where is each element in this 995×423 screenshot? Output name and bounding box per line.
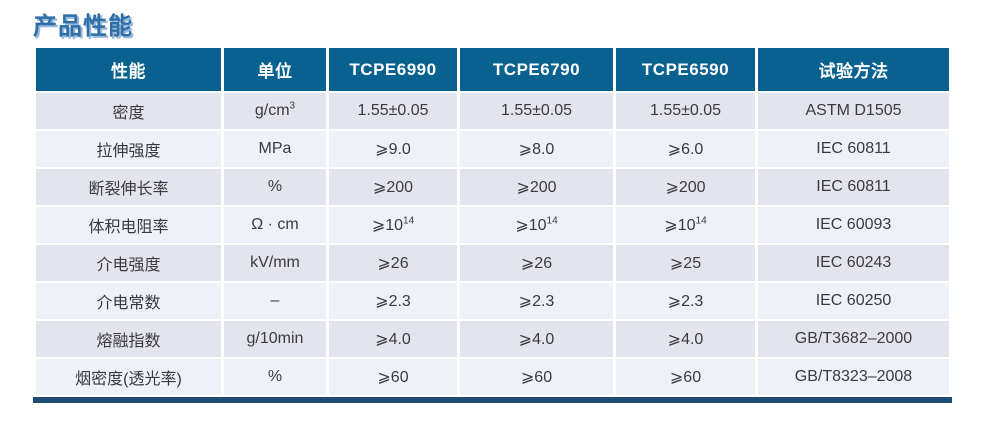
table-cell: 体积电阻率 [36, 207, 221, 243]
table-cell: 1.55±0.05 [616, 93, 755, 129]
table-cell: 介电常数 [36, 283, 221, 319]
table-cell: IEC 60250 [758, 283, 949, 319]
table-cell: ⩾200 [616, 169, 755, 205]
product-performance-table-container: 性能 单位 TCPE6990 TCPE6790 TCPE6590 试验方法 密度 g/cm3… [33, 46, 952, 403]
table-cell: 密度 [36, 93, 221, 129]
table-cell: – [224, 283, 326, 319]
table-row: 体积电阻率 Ω · cm ⩾1014 ⩾1014 ⩾1014 IEC 60093 [36, 207, 949, 243]
table-cell: ⩾200 [329, 169, 457, 205]
table-row: 介电常数 – ⩾2.3 ⩾2.3 ⩾2.3 IEC 60250 [36, 283, 949, 319]
table-cell: 熔融指数 [36, 321, 221, 357]
table-cell: ⩾9.0 [329, 131, 457, 167]
table-row: 密度 g/cm3 1.55±0.05 1.55±0.05 1.55±0.05 ASTM D… [36, 93, 949, 129]
table-cell: ⩾1014 [616, 207, 755, 243]
table-cell: ⩾200 [460, 169, 613, 205]
page-title: 产品性能 [33, 13, 133, 40]
table-cell: ⩾26 [460, 245, 613, 281]
header-cell: TCPE6990 [329, 48, 457, 91]
table-cell: ⩾26 [329, 245, 457, 281]
table-cell: ⩾4.0 [616, 321, 755, 357]
table-cell: IEC 60243 [758, 245, 949, 281]
table-cell: 介电强度 [36, 245, 221, 281]
table-cell: 拉伸强度 [36, 131, 221, 167]
table-cell: IEC 60093 [758, 207, 949, 243]
table-cell: 1.55±0.05 [329, 93, 457, 129]
table-row: 断裂伸长率% ⩾200 ⩾200 ⩾200 IEC 60811 [36, 169, 949, 205]
table-cell: ⩾4.0 [460, 321, 613, 357]
product-performance-table: 性能 单位 TCPE6990 TCPE6790 TCPE6590 试验方法 密度 g/cm3… [33, 46, 952, 397]
header-cell: 单位 [224, 48, 326, 91]
header-cell: TCPE6590 [616, 48, 755, 91]
table-cell: 断裂伸长率 [36, 169, 221, 205]
table-cell: kV/mm [224, 245, 326, 281]
table-header-row: 性能 单位 TCPE6990 TCPE6790 TCPE6590 试验方法 [36, 48, 949, 91]
table-cell: ⩾60 [329, 359, 457, 395]
table-cell: ⩾6.0 [616, 131, 755, 167]
table-cell: ⩾2.3 [616, 283, 755, 319]
table-row: 熔融指数 g/10min ⩾4.0 ⩾4.0 ⩾4.0 GB/T3682–2000 [36, 321, 949, 357]
table-row: 烟密度(透光率)% ⩾60 ⩾60 ⩾60 GB/T8323–2008 [36, 359, 949, 395]
table-cell: IEC 60811 [758, 169, 949, 205]
table-cell: 烟密度(透光率) [36, 359, 221, 395]
table-row: 介电强度 kV/mm ⩾26 ⩾26 ⩾25 IEC 60243 [36, 245, 949, 281]
table-bottom-bar [33, 397, 952, 403]
table-cell: MPa [224, 131, 326, 167]
table-cell: ASTM D1505 [758, 93, 949, 129]
table-body: 密度 g/cm3 1.55±0.05 1.55±0.05 1.55±0.05 ASTM D… [36, 93, 949, 395]
table-row: 拉伸强度 MPa ⩾9.0 ⩾8.0 ⩾6.0 IEC 60811 [36, 131, 949, 167]
table-cell: % [224, 359, 326, 395]
table-cell: ⩾60 [460, 359, 613, 395]
header-cell: 试验方法 [758, 48, 949, 91]
table-cell: g/10min [224, 321, 326, 357]
table-cell: 1.55±0.05 [460, 93, 613, 129]
table-cell: % [224, 169, 326, 205]
table-cell: ⩾60 [616, 359, 755, 395]
table-cell: ⩾2.3 [329, 283, 457, 319]
table-cell: ⩾25 [616, 245, 755, 281]
table-cell: ⩾4.0 [329, 321, 457, 357]
table-cell: ⩾2.3 [460, 283, 613, 319]
table-cell: IEC 60811 [758, 131, 949, 167]
table-cell: g/cm3 [224, 93, 326, 129]
table-cell: Ω · cm [224, 207, 326, 243]
table-cell: ⩾1014 [460, 207, 613, 243]
table-cell: ⩾8.0 [460, 131, 613, 167]
table-cell: ⩾1014 [329, 207, 457, 243]
header-cell: TCPE6790 [460, 48, 613, 91]
table-cell: GB/T3682–2000 [758, 321, 949, 357]
table-cell: GB/T8323–2008 [758, 359, 949, 395]
header-cell: 性能 [36, 48, 221, 91]
